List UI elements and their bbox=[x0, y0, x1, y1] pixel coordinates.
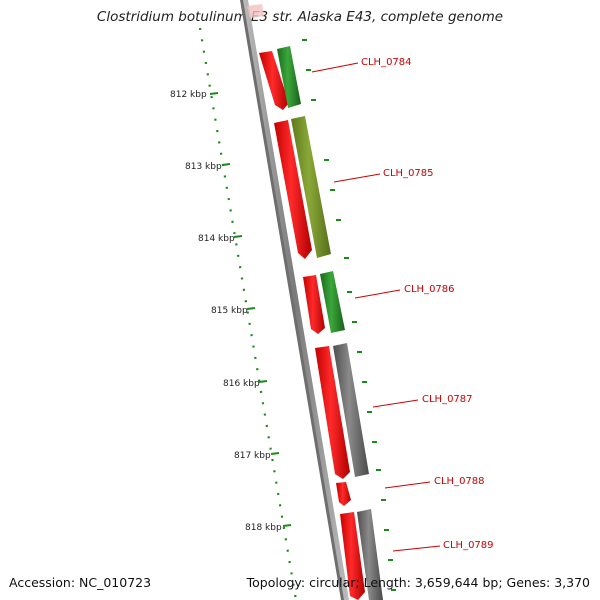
genome-summary: Topology: circular; Length: 3,659,644 bp… bbox=[246, 575, 590, 590]
gene-label-CLH_0785[interactable]: CLH_0785 bbox=[383, 168, 434, 179]
cds-feature bbox=[303, 275, 325, 334]
gene-labels: CLH_0784 CLH_0785 CLH_0786 CLH_0787 CLH_… bbox=[361, 57, 494, 551]
gene-block-CLH_0786 bbox=[320, 271, 345, 333]
gene-block-CLH_0784 bbox=[277, 46, 301, 108]
cds-feature bbox=[340, 512, 365, 600]
feature-faint bbox=[247, 4, 264, 18]
cds-feature bbox=[274, 120, 312, 259]
cds-feature bbox=[259, 51, 289, 110]
tick-label: 813 kbp bbox=[185, 162, 222, 172]
cds-feature bbox=[315, 346, 350, 479]
gene-label-CLH_0786[interactable]: CLH_0786 bbox=[404, 284, 455, 295]
gene-block-CLH_0789 bbox=[357, 509, 383, 600]
gene-block-CLH_0787 bbox=[333, 343, 369, 477]
gene-label-CLH_0787[interactable]: CLH_0787 bbox=[422, 394, 473, 405]
tick-label: 815 kbp bbox=[211, 306, 248, 316]
kbp-ticks: 812 kbp 813 kbp 814 kbp 815 kbp 816 kbp … bbox=[170, 90, 292, 533]
tick-label: 817 kbp bbox=[234, 451, 271, 461]
leader-lines bbox=[311, 62, 441, 552]
accession-text: Accession: NC_010723 bbox=[9, 575, 152, 590]
genome-title: Clostridium botulinum E3 str. Alaska E43… bbox=[96, 9, 504, 25]
tick-label: 812 kbp bbox=[170, 90, 207, 100]
gene-track bbox=[277, 46, 383, 600]
cds-track bbox=[259, 51, 365, 600]
tick-label: 818 kbp bbox=[245, 523, 282, 533]
gene-label-CLH_0789[interactable]: CLH_0789 bbox=[443, 540, 494, 551]
gene-label-CLH_0788[interactable]: CLH_0788 bbox=[434, 476, 485, 487]
gene-label-CLH_0784[interactable]: CLH_0784 bbox=[361, 57, 412, 68]
scale-dots bbox=[198, 27, 298, 600]
tick-label: 816 kbp bbox=[223, 379, 260, 389]
cds-feature bbox=[336, 482, 351, 506]
tick-label: 814 kbp bbox=[198, 234, 235, 244]
genome-backbone bbox=[240, 0, 349, 600]
gene-block-CLH_0785 bbox=[291, 116, 331, 258]
track-dashes bbox=[302, 39, 396, 591]
